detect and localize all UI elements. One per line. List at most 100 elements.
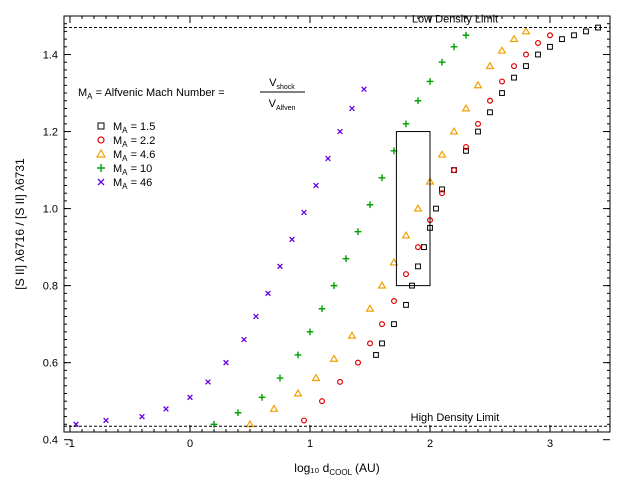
point-series-46-14 bbox=[325, 155, 331, 162]
x-axis-label: log₁₀ dCOOL (AU) bbox=[294, 461, 379, 477]
legend-label-1-5: MA = 1.5 bbox=[113, 121, 155, 135]
point-series-2-2-17 bbox=[522, 51, 529, 58]
point-series-10-9 bbox=[354, 228, 362, 236]
point-series-2-2-10 bbox=[439, 190, 446, 197]
point-series-46-11 bbox=[289, 236, 295, 243]
y-tick-label-5: 1.4 bbox=[43, 50, 58, 62]
point-series-10-2 bbox=[258, 393, 266, 401]
point-series-10-8 bbox=[342, 255, 350, 263]
point-series-46-5 bbox=[205, 379, 211, 385]
point-series-4-6-3 bbox=[311, 373, 321, 382]
point-series-2-2-5 bbox=[379, 321, 386, 328]
annotation-symbol-sub: A bbox=[87, 92, 93, 101]
point-series-1-5-6 bbox=[421, 244, 427, 251]
point-series-1-5-16 bbox=[523, 63, 529, 69]
point-series-46-13 bbox=[313, 182, 319, 189]
y-tick-label-4: 1.2 bbox=[43, 127, 58, 139]
point-series-4-6-1 bbox=[269, 404, 279, 412]
point-series-1-5-12 bbox=[475, 128, 481, 135]
x-tick-label-3: 2 bbox=[427, 438, 433, 450]
annotation-denominator: VAlfven bbox=[269, 98, 296, 112]
mach-number-annotation: MA = Alfvenic Mach Number = Vshock VAlfv… bbox=[78, 77, 305, 112]
point-series-1-5-14 bbox=[499, 90, 505, 96]
legend-marker-46 bbox=[97, 178, 105, 186]
point-series-4-6-12 bbox=[437, 150, 447, 158]
point-series-10-18 bbox=[462, 31, 470, 39]
point-series-46-4 bbox=[187, 394, 193, 401]
legend-marker-4-6 bbox=[95, 148, 107, 158]
point-series-1-5-13 bbox=[487, 109, 493, 116]
point-series-10-7 bbox=[330, 282, 338, 290]
point-series-10-11 bbox=[378, 174, 386, 182]
point-series-10-15 bbox=[426, 78, 434, 85]
annotation-text: = Alfvenic Mach Number = bbox=[93, 87, 225, 99]
x-tick-label-1: 0 bbox=[187, 438, 193, 450]
point-series-2-2-4 bbox=[367, 340, 374, 347]
point-series-2-2-8 bbox=[415, 244, 422, 251]
annotation-lhs: MA = Alfvenic Mach Number = bbox=[78, 87, 225, 101]
x-axis-label-main: log₁₀ d bbox=[294, 461, 329, 475]
point-series-10-4 bbox=[294, 351, 302, 359]
point-series-46-15 bbox=[337, 128, 343, 135]
point-series-4-6-10 bbox=[413, 204, 423, 212]
reference-line-label-1: High Density Limit bbox=[411, 412, 500, 424]
x-tick-label-4: 3 bbox=[547, 438, 553, 450]
point-series-1-5-21 bbox=[583, 28, 589, 35]
point-series-2-2-16 bbox=[511, 63, 518, 70]
legend-marker-2-2 bbox=[97, 136, 105, 144]
point-series-10-6 bbox=[318, 305, 326, 313]
series-46 bbox=[73, 86, 367, 428]
point-series-4-6-17 bbox=[497, 46, 507, 54]
point-series-4-6-18 bbox=[509, 34, 519, 43]
y-axis: 0.4 0.6 0.8 1.0 1.2 1.4 bbox=[43, 15, 610, 447]
point-series-4-6-13 bbox=[449, 126, 459, 135]
point-series-46-3 bbox=[163, 406, 169, 412]
point-series-46-8 bbox=[253, 313, 259, 320]
point-series-46-10 bbox=[277, 263, 283, 270]
reference-line-label-0: Low Density Limit bbox=[412, 14, 498, 26]
legend-item-1-5: MA = 1.5 bbox=[97, 121, 155, 135]
legend-marker-10 bbox=[97, 164, 105, 172]
plot-frame bbox=[63, 15, 611, 433]
point-series-10-14 bbox=[414, 97, 422, 105]
y-tick-label-1: 0.6 bbox=[43, 358, 58, 370]
point-series-1-5-0 bbox=[373, 352, 379, 358]
point-series-4-6-16 bbox=[485, 61, 495, 70]
legend-item-10: MA = 10 bbox=[97, 163, 152, 177]
point-series-46-17 bbox=[361, 86, 367, 93]
x-tick-label-0: -1 bbox=[65, 438, 75, 450]
point-series-4-6-15 bbox=[473, 80, 483, 89]
legend-item-46: MA = 46 bbox=[97, 177, 152, 191]
point-series-1-5-2 bbox=[391, 321, 397, 328]
point-series-4-6-14 bbox=[461, 103, 471, 112]
point-series-2-2-14 bbox=[487, 97, 494, 104]
point-series-2-2-2 bbox=[337, 378, 344, 385]
point-series-4-6-8 bbox=[389, 257, 399, 266]
denominator-symbol: V bbox=[269, 98, 277, 110]
series-10 bbox=[210, 31, 470, 428]
point-series-10-10 bbox=[366, 201, 374, 209]
point-series-2-2-18 bbox=[534, 39, 541, 46]
annotation-symbol: M bbox=[78, 87, 87, 99]
point-series-46-9 bbox=[265, 290, 271, 297]
point-series-4-6-5 bbox=[347, 331, 357, 339]
point-series-10-3 bbox=[276, 374, 284, 382]
denominator-sub: Alfven bbox=[276, 105, 296, 112]
y-tick-label-3: 1.0 bbox=[43, 204, 58, 216]
point-series-2-2-11 bbox=[451, 167, 458, 174]
series-1-5 bbox=[373, 24, 601, 358]
numerator-sub: shock bbox=[277, 84, 296, 91]
legend-item-2-2: MA = 2.2 bbox=[97, 135, 155, 149]
point-series-4-6-9 bbox=[401, 230, 411, 239]
point-series-2-2-0 bbox=[301, 417, 308, 424]
point-series-1-5-9 bbox=[439, 186, 445, 193]
point-series-46-7 bbox=[241, 336, 247, 343]
point-series-1-5-3 bbox=[403, 301, 409, 308]
point-series-10-1 bbox=[234, 409, 242, 417]
point-series-1-5-17 bbox=[535, 51, 541, 58]
point-series-46-2 bbox=[139, 413, 145, 420]
point-series-2-2-12 bbox=[463, 143, 470, 150]
x-axis-label-unit: (AU) bbox=[355, 461, 380, 475]
